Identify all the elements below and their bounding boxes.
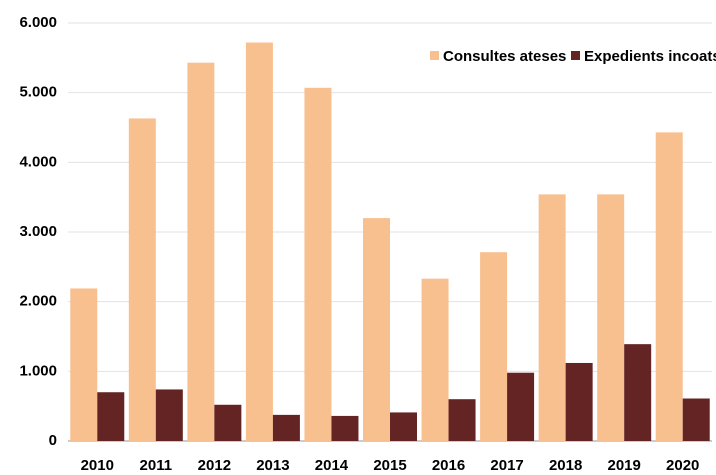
x-tick-label: 2019 <box>607 457 640 474</box>
bar <box>363 218 390 441</box>
x-tick-label: 2013 <box>256 457 289 474</box>
legend-label: Expedients incoats <box>584 48 716 65</box>
bar <box>214 404 242 441</box>
y-tick-label: 5.000 <box>19 84 57 101</box>
y-tick-label: 4.000 <box>19 153 57 170</box>
x-tick-label: 2018 <box>549 457 582 474</box>
legend-label: Consultes ateses <box>443 48 566 65</box>
bar <box>187 62 215 442</box>
bar <box>597 194 625 441</box>
bar <box>331 415 359 441</box>
x-tick-label: 2012 <box>198 457 231 474</box>
x-tick-label: 2010 <box>81 457 114 474</box>
x-tick-label: 2011 <box>140 457 173 474</box>
x-tick-label: 2014 <box>315 457 349 474</box>
bar <box>97 392 125 441</box>
bar <box>538 194 566 441</box>
y-tick-label: 6.000 <box>19 14 57 31</box>
bar <box>245 42 273 442</box>
y-tick-label: 1.000 <box>19 362 57 379</box>
bar <box>448 399 476 441</box>
bar <box>304 87 332 441</box>
bar <box>390 412 417 441</box>
legend-swatch <box>430 51 439 60</box>
x-tick-label: 2016 <box>432 457 465 474</box>
bar <box>507 372 535 441</box>
y-tick-label: 2.000 <box>19 293 57 310</box>
y-tick-label: 3.000 <box>19 223 57 240</box>
bar <box>624 344 652 441</box>
bar <box>565 362 593 441</box>
bar <box>70 288 98 441</box>
x-tick-label: 2015 <box>373 457 406 474</box>
x-tick-label: 2017 <box>490 457 523 474</box>
bar <box>155 389 183 441</box>
x-tick-label: 2020 <box>666 457 699 474</box>
bar <box>655 132 683 442</box>
legend-swatch <box>571 51 580 60</box>
bar <box>682 398 710 441</box>
bar <box>421 278 449 441</box>
bar <box>128 118 156 442</box>
bar <box>272 414 300 441</box>
y-tick-label: 0 <box>49 432 57 449</box>
bar <box>480 252 508 441</box>
